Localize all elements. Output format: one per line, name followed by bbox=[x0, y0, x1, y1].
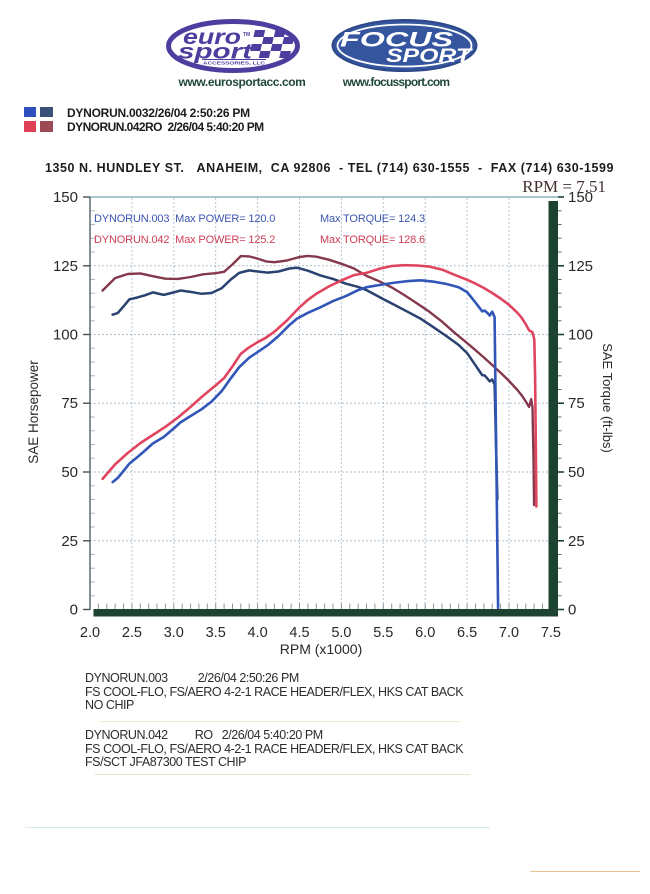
svg-text:4.0: 4.0 bbox=[248, 625, 268, 641]
svg-text:SAE Horsepower: SAE Horsepower bbox=[26, 360, 41, 464]
svg-text:25: 25 bbox=[568, 533, 585, 550]
svg-text:FOCUS: FOCUS bbox=[340, 29, 453, 52]
svg-text:SPORT: SPORT bbox=[386, 46, 473, 67]
svg-text:5.5: 5.5 bbox=[373, 625, 393, 641]
svg-text:6.0: 6.0 bbox=[415, 625, 435, 641]
svg-text:7.5: 7.5 bbox=[541, 625, 561, 641]
svg-text:75: 75 bbox=[568, 395, 585, 412]
svg-text:125: 125 bbox=[568, 258, 593, 275]
svg-text:75: 75 bbox=[61, 395, 78, 412]
svg-text:4.5: 4.5 bbox=[289, 625, 309, 641]
svg-text:TM: TM bbox=[243, 32, 250, 38]
svg-text:sport: sport bbox=[178, 41, 253, 64]
svg-text:euro: euro bbox=[183, 26, 241, 49]
svg-text:2.5: 2.5 bbox=[122, 625, 142, 641]
svg-text:RPM (x1000): RPM (x1000) bbox=[280, 641, 362, 657]
svg-text:7.0: 7.0 bbox=[499, 625, 519, 641]
svg-text:SAE Torque (ft-lbs): SAE Torque (ft-lbs) bbox=[600, 343, 615, 453]
svg-text:Max TORQUE= 124.3: Max TORQUE= 124.3 bbox=[320, 213, 425, 225]
svg-text:5.0: 5.0 bbox=[331, 625, 351, 641]
svg-text:100: 100 bbox=[568, 327, 593, 344]
svg-text:25: 25 bbox=[61, 533, 78, 550]
svg-text:DYNORUN.042 Max POWER= 125.2: DYNORUN.042 Max POWER= 125.2 bbox=[94, 234, 275, 246]
svg-text:125: 125 bbox=[53, 258, 78, 275]
svg-text:ACCESSORIES, LLC: ACCESSORIES, LLC bbox=[203, 61, 266, 67]
svg-text:50: 50 bbox=[568, 464, 585, 481]
svg-text:50: 50 bbox=[61, 464, 78, 481]
svg-text:150: 150 bbox=[568, 189, 593, 206]
svg-text:150: 150 bbox=[53, 189, 78, 206]
svg-text:100: 100 bbox=[53, 327, 78, 344]
svg-text:Max TORQUE= 128.6: Max TORQUE= 128.6 bbox=[320, 234, 425, 246]
svg-text:0: 0 bbox=[568, 602, 576, 619]
svg-text:6.5: 6.5 bbox=[457, 625, 477, 641]
svg-text:3.0: 3.0 bbox=[164, 625, 184, 641]
svg-text:2.0: 2.0 bbox=[80, 625, 100, 641]
svg-text:0: 0 bbox=[70, 602, 78, 619]
svg-text:3.5: 3.5 bbox=[206, 625, 226, 641]
svg-text:DYNORUN.003 Max POWER= 120.0: DYNORUN.003 Max POWER= 120.0 bbox=[94, 213, 275, 225]
